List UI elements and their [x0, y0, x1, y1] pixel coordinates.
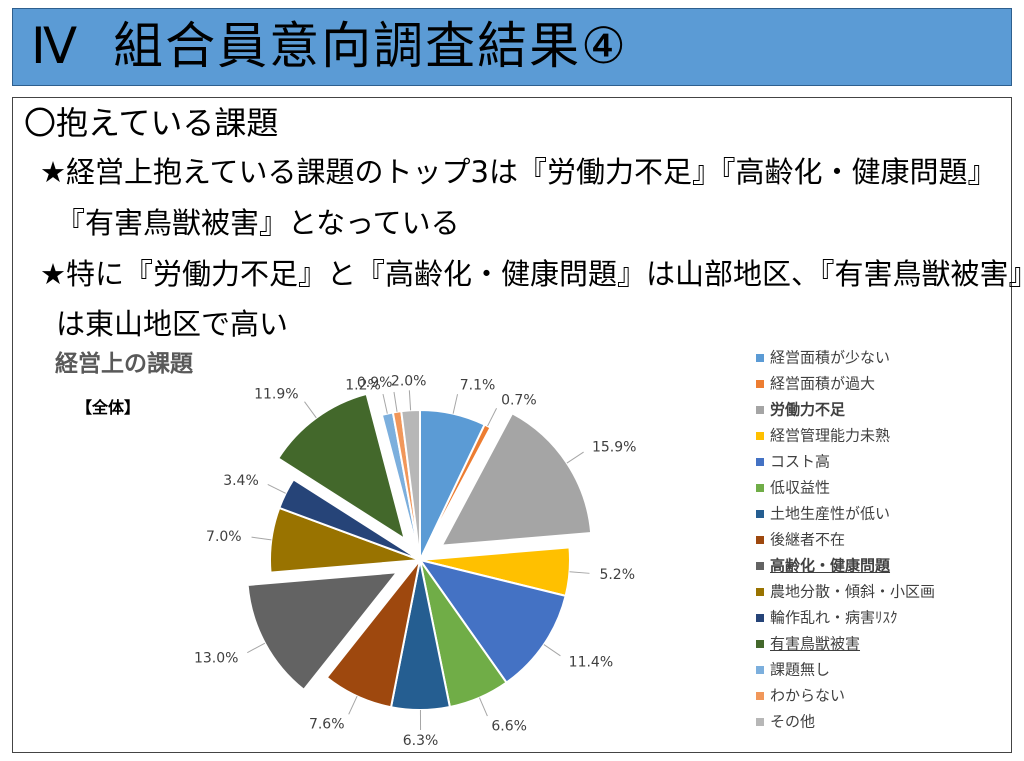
legend-item-3: 経営管理能力未熟 — [756, 422, 1006, 448]
pie-slice-4 — [417, 558, 567, 684]
leader-line-3 — [569, 571, 590, 574]
bullet-2-line-2: は東山地区で高い — [56, 307, 289, 341]
leader-line-5 — [479, 697, 488, 717]
data-label-9: 7.0% — [206, 529, 242, 545]
legend-label: 経営面積が過大 — [770, 374, 876, 393]
legend-label: 後継者不在 — [770, 530, 846, 549]
legend-label: 高齢化・健康問題 — [770, 556, 891, 575]
content-box — [12, 97, 1012, 753]
legend-item-5: 低収益性 — [756, 474, 1006, 500]
leader-line-11 — [304, 401, 317, 419]
legend-label: その他 — [770, 712, 816, 731]
legend-item-2: 労働力不足 — [756, 396, 1006, 422]
section-heading: 〇抱えている課題 — [24, 104, 279, 142]
legend-swatch — [756, 431, 764, 440]
legend-swatch — [756, 561, 764, 570]
data-label-0: 7.1% — [460, 377, 496, 393]
legend-label: コスト高 — [770, 452, 831, 471]
legend-swatch — [756, 405, 764, 414]
data-label-7: 7.6% — [309, 716, 345, 732]
legend-swatch — [756, 535, 764, 544]
leader-line-4 — [543, 644, 561, 657]
data-label-4: 11.4% — [569, 654, 613, 670]
legend-swatch — [756, 509, 764, 518]
legend-swatch — [756, 483, 764, 492]
legend-item-12: 課題無し — [756, 656, 1006, 682]
bullet-1-line-1: ★経営上抱えている課題のトップ3は『労働力不足』『高齢化・健康問題』 — [40, 155, 997, 189]
legend-swatch — [756, 691, 764, 700]
slide-title: Ⅳ 組合員意向調査結果④ — [31, 15, 628, 77]
data-label-11: 11.9% — [254, 387, 298, 403]
pie-slice-2 — [439, 411, 593, 547]
legend-label: 課題無し — [770, 660, 831, 679]
pie-slice-11 — [276, 392, 407, 542]
leader-line-8 — [247, 642, 266, 654]
bullet-1-line-2: 『有害鳥獣被害』となっている — [56, 206, 460, 240]
data-label-14: 2.0% — [391, 373, 427, 389]
leader-line-12 — [382, 393, 388, 414]
legend-label: 経営管理能力未熟 — [770, 426, 891, 445]
legend-swatch — [756, 457, 764, 466]
chart-legend: 経営面積が少ない 経営面積が過大 労働力不足経営管理能力未熟 コスト高低収益性土地生産… — [756, 344, 1006, 734]
legend-label: わからない — [770, 686, 846, 705]
legend-item-10: 輪作乱れ・病害ﾘｽｸ — [756, 604, 1006, 630]
leader-line-2 — [566, 451, 584, 464]
leader-line-13 — [393, 391, 398, 412]
legend-item-0: 経営面積が少ない — [756, 344, 1006, 370]
legend-swatch — [756, 639, 764, 648]
data-label-1: 0.7% — [501, 392, 537, 408]
leader-line-10 — [267, 483, 286, 494]
leader-line-1 — [487, 407, 498, 427]
legend-swatch — [756, 587, 764, 596]
data-label-13: 0.9% — [357, 375, 393, 391]
legend-item-11: 有害鳥獣被害 — [756, 630, 1006, 656]
legend-label: 有害鳥獣被害 — [770, 634, 861, 653]
legend-swatch — [756, 353, 764, 362]
legend-item-7: 後継者不在 — [756, 526, 1006, 552]
legend-label: 労働力不足 — [770, 400, 846, 419]
data-label-2: 15.9% — [592, 440, 636, 456]
legend-item-9: 農地分散・傾斜・小区画 — [756, 578, 1006, 604]
leader-line-7 — [348, 695, 358, 715]
legend-item-8: 高齢化・健康問題 — [756, 552, 1006, 578]
legend-item-6: 土地生産性が低い — [756, 500, 1006, 526]
legend-item-13: わからない — [756, 682, 1006, 708]
section-number: Ⅳ — [31, 17, 80, 75]
data-label-3: 5.2% — [599, 567, 635, 583]
legend-item-1: 経営面積が過大 — [756, 370, 1006, 396]
data-label-10: 3.4% — [223, 473, 259, 489]
leader-line-9 — [251, 536, 272, 541]
legend-label: 土地生産性が低い — [770, 504, 891, 523]
data-label-12: 1.2% — [345, 377, 381, 393]
legend-swatch — [756, 379, 764, 388]
title-bar: Ⅳ 組合員意向調査結果④ — [12, 8, 1012, 86]
data-label-8: 13.0% — [194, 650, 238, 666]
data-label-6: 6.3% — [403, 733, 439, 749]
title-label: 組合員意向調査結果④ — [113, 17, 628, 75]
data-label-5: 6.6% — [491, 718, 527, 734]
legend-item-14: その他 — [756, 708, 1006, 734]
bullet-2-line-1: ★特に『労働力不足』と『高齢化・健康問題』は山部地区、『有害鳥獣被害』 — [40, 257, 1024, 291]
leader-line-0 — [452, 394, 459, 414]
legend-swatch — [756, 665, 764, 674]
legend-label: 農地分散・傾斜・小区画 — [770, 582, 936, 601]
legend-swatch — [756, 613, 764, 622]
legend-swatch — [756, 717, 764, 726]
chart-title: 経営上の課題 — [55, 351, 193, 377]
legend-label: 経営面積が少ない — [770, 348, 891, 367]
legend-label: 輪作乱れ・病害ﾘｽｸ — [770, 608, 898, 627]
leader-line-14 — [408, 390, 412, 411]
chart-subtitle: 【全体】 — [76, 398, 141, 417]
legend-item-4: コスト高 — [756, 448, 1006, 474]
legend-label: 低収益性 — [770, 478, 831, 497]
